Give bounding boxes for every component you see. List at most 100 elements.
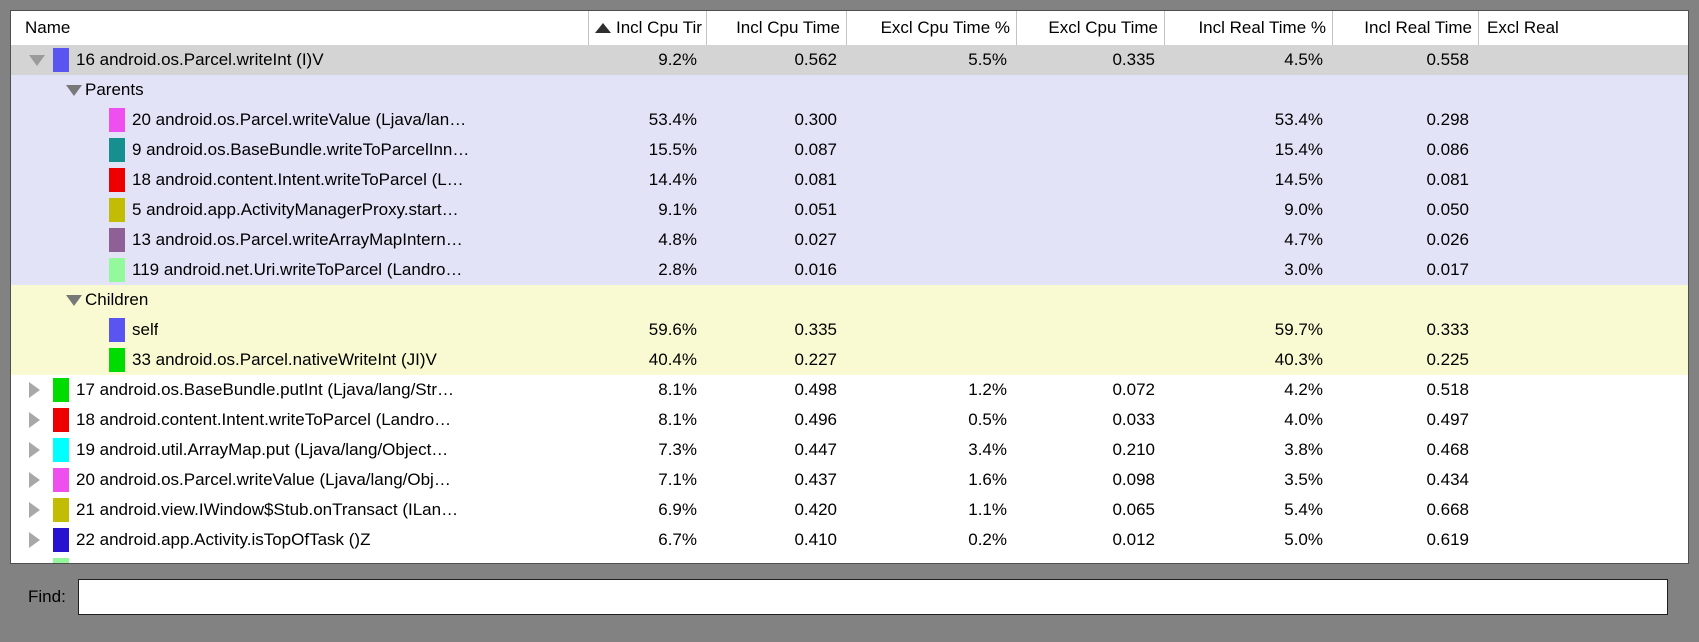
method-color-swatch [53, 408, 69, 432]
method-color-swatch [53, 378, 69, 402]
name-cell: 17 android.os.BaseBundle.putInt (Ljava/l… [11, 378, 589, 402]
cell-excl_cpu: 0.072 [1112, 380, 1155, 399]
method-name: 9 android.os.BaseBundle.writeToParcelInn… [132, 140, 470, 159]
section-label: Parents [85, 80, 144, 99]
cell-incl_real_pct: 4.5% [1284, 50, 1323, 69]
disclosure-slot [29, 532, 53, 548]
table-rows: 16 android.os.Parcel.writeInt (I)V 9.2% 0.… [11, 45, 1688, 555]
cell-incl_real: 0.086 [1426, 140, 1469, 159]
cell-incl_cpu: 0.300 [794, 110, 837, 129]
tree-row[interactable]: 20 android.os.Parcel.writeValue (Ljava/l… [11, 465, 1688, 495]
column-header-excl_cpu_pct[interactable]: Excl Cpu Time % [847, 11, 1017, 45]
tree-row[interactable]: 9 android.os.BaseBundle.writeToParcelInn… [11, 135, 1688, 165]
name-cell: 18 android.content.Intent.writeToParcel … [11, 408, 589, 432]
name-cell: 19 android.util.ArrayMap.put (Ljava/lang… [11, 438, 589, 462]
expand-arrow-icon[interactable] [29, 472, 40, 488]
cell-incl_real: 0.497 [1426, 410, 1469, 429]
name-cell: 5 android.app.ActivityManagerProxy.start… [11, 198, 589, 222]
disclosure-slot [29, 502, 53, 518]
cell-incl_real: 0.050 [1426, 200, 1469, 219]
column-header-name[interactable]: Name [11, 11, 589, 45]
cell-incl_real_pct: 9.0% [1284, 200, 1323, 219]
column-header-incl_cpu_pct[interactable]: Incl Cpu Tir [589, 11, 707, 45]
method-name: 33 android.os.Parcel.nativeWriteInt (JI)… [132, 350, 437, 369]
cell-incl_real: 0.468 [1426, 440, 1469, 459]
profiler-tree-table: Name Incl Cpu Tir Incl Cpu Time Excl Cpu Ti… [10, 10, 1689, 564]
column-header-label: Name [25, 18, 71, 37]
collapse-arrow-icon[interactable] [66, 294, 82, 306]
cell-excl_cpu_pct: 5.5% [968, 50, 1007, 69]
column-header-label: Excl Cpu Time [1048, 18, 1158, 37]
disclosure-slot [29, 472, 53, 488]
cell-incl_cpu_pct: 7.1% [658, 470, 697, 489]
cell-incl_real: 0.026 [1426, 230, 1469, 249]
tree-row[interactable]: 18 android.content.Intent.writeToParcel … [11, 165, 1688, 195]
cell-incl_real_pct: 14.5% [1274, 170, 1323, 189]
method-color-swatch [109, 228, 125, 252]
method-name: 19 android.util.ArrayMap.put (Ljava/lang… [76, 440, 449, 459]
expand-arrow-icon[interactable] [29, 412, 40, 428]
tree-row[interactable]: 19 android.util.ArrayMap.put (Ljava/lang… [11, 435, 1688, 465]
cell-incl_cpu_pct: 8.1% [658, 410, 697, 429]
cell-incl_cpu: 0.227 [794, 350, 837, 369]
tree-row[interactable]: 20 android.os.Parcel.writeValue (Ljava/l… [11, 105, 1688, 135]
column-header-excl_cpu[interactable]: Excl Cpu Time [1017, 11, 1165, 45]
cell-excl_cpu: 0.033 [1112, 410, 1155, 429]
name-cell: 20 android.os.Parcel.writeValue (Ljava/l… [11, 108, 589, 132]
tree-row[interactable]: 17 android.os.BaseBundle.putInt (Ljava/l… [11, 375, 1688, 405]
column-header-excl_real[interactable]: Excl Real [1479, 11, 1688, 45]
expand-arrow-icon[interactable] [29, 382, 40, 398]
expand-arrow-icon[interactable] [29, 502, 40, 518]
cell-incl_real_pct: 3.8% [1284, 440, 1323, 459]
method-color-swatch [53, 558, 69, 563]
collapse-arrow-icon[interactable] [29, 54, 45, 66]
cell-incl_cpu_pct: 8.1% [658, 380, 697, 399]
disclosure-slot [29, 382, 53, 398]
cell-incl_real: 0.558 [1426, 50, 1469, 69]
cell-incl_cpu_pct: 6.7% [658, 530, 697, 549]
tree-row[interactable]: 119 android.net.Uri.writeToParcel (Landr… [11, 255, 1688, 285]
tree-row[interactable]: 16 android.os.Parcel.writeInt (I)V 9.2% 0.… [11, 45, 1688, 75]
table-header-row: Name Incl Cpu Tir Incl Cpu Time Excl Cpu Ti… [11, 11, 1688, 45]
column-header-label: Incl Cpu Time [736, 18, 840, 37]
expand-arrow-icon[interactable] [29, 442, 40, 458]
cell-incl_cpu: 0.410 [794, 530, 837, 549]
tree-row-partial[interactable] [11, 555, 1688, 563]
cell-incl_cpu: 0.051 [794, 200, 837, 219]
method-name: 13 android.os.Parcel.writeArrayMapIntern… [132, 230, 463, 249]
column-header-incl_cpu[interactable]: Incl Cpu Time [707, 11, 847, 45]
find-input[interactable] [77, 579, 1668, 615]
name-cell: 18 android.content.Intent.writeToParcel … [11, 168, 589, 192]
cell-excl_cpu: 0.098 [1112, 470, 1155, 489]
tree-row[interactable]: 22 android.app.Activity.isTopOfTask ()Z 6… [11, 525, 1688, 555]
method-name: 18 android.content.Intent.writeToParcel … [132, 170, 464, 189]
cell-incl_cpu: 0.498 [794, 380, 837, 399]
method-name: 17 android.os.BaseBundle.putInt (Ljava/l… [76, 380, 455, 399]
method-color-swatch [53, 438, 69, 462]
cell-incl_cpu: 0.447 [794, 440, 837, 459]
tree-row[interactable]: 5 android.app.ActivityManagerProxy.start… [11, 195, 1688, 225]
section-row-parents[interactable]: Parents [11, 75, 1688, 105]
collapse-arrow-icon[interactable] [66, 84, 82, 96]
cell-incl_cpu: 0.027 [794, 230, 837, 249]
tree-row[interactable]: self 59.6% 0.335 59.7% 0.333 [11, 315, 1688, 345]
cell-incl_cpu: 0.081 [794, 170, 837, 189]
tree-row[interactable]: 13 android.os.Parcel.writeArrayMapIntern… [11, 225, 1688, 255]
column-header-incl_real[interactable]: Incl Real Time [1333, 11, 1479, 45]
section-row-children[interactable]: Children [11, 285, 1688, 315]
cell-incl_real: 0.518 [1426, 380, 1469, 399]
cell-incl_cpu_pct: 40.4% [648, 350, 697, 369]
tree-row[interactable]: 33 android.os.Parcel.nativeWriteInt (JI)… [11, 345, 1688, 375]
tree-row[interactable]: 18 android.content.Intent.writeToParcel … [11, 405, 1688, 435]
name-cell: 21 android.view.IWindow$Stub.onTransact … [11, 498, 589, 522]
cell-excl_cpu_pct: 1.2% [968, 380, 1007, 399]
method-color-swatch [53, 468, 69, 492]
expand-arrow-icon[interactable] [29, 532, 40, 548]
column-header-incl_real_pct[interactable]: Incl Real Time % [1165, 11, 1333, 45]
method-color-swatch [53, 498, 69, 522]
cell-incl_real: 0.017 [1426, 260, 1469, 279]
method-color-swatch [109, 168, 125, 192]
method-name: 22 android.app.Activity.isTopOfTask ()Z [76, 530, 371, 549]
column-header-label: Incl Cpu Tir [616, 18, 702, 37]
tree-row[interactable]: 21 android.view.IWindow$Stub.onTransact … [11, 495, 1688, 525]
